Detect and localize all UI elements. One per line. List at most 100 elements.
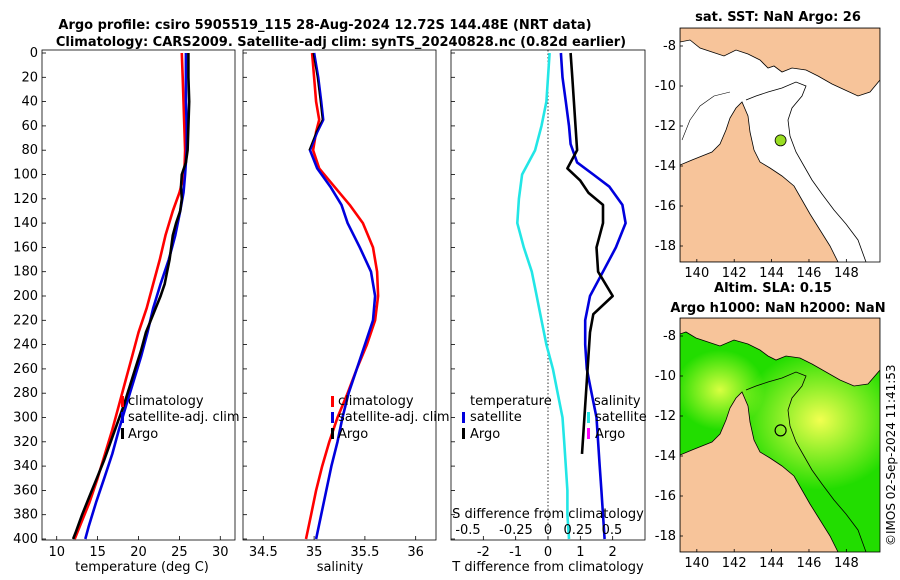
temperature-axis-label: temperature (deg C) — [75, 560, 209, 575]
lon-tick-label: 144 — [759, 266, 784, 281]
lat-tick-label: -14 — [655, 449, 676, 464]
lon-tick-label: 148 — [834, 266, 859, 281]
y-tick-label: 160 — [13, 240, 38, 255]
legend-title-salinity: salinity — [594, 394, 641, 409]
y-tick-label: 220 — [13, 313, 38, 328]
legend-label-argo: Argo — [338, 427, 368, 442]
sla-map-panel: Altim. SLA: 0.15 Argo h1000: NaN h2000: … — [655, 281, 886, 571]
y-tick-label: 200 — [13, 289, 38, 304]
y-tick-label: 280 — [13, 386, 38, 401]
x-tick-label: 0 — [544, 545, 552, 560]
sst-map-lon-axis: 140 142 144 146 148 — [684, 259, 859, 281]
x-tick-label: 15 — [89, 545, 106, 560]
y-tick-label: 240 — [13, 338, 38, 353]
legend-label-argo: Argo — [128, 427, 158, 442]
x-tick-label: 30 — [212, 545, 229, 560]
x-tick-label: -1 — [509, 545, 522, 560]
reef-contour — [745, 81, 867, 262]
legend-label-satellite: satellite-adj. clim — [128, 410, 240, 425]
sla-map-title: Altim. SLA: 0.15 — [714, 281, 832, 296]
y-tick-label: 0 — [30, 46, 38, 61]
sst-map-lat-axis: -8 -10 -12 -14 -16 -18 — [655, 39, 683, 254]
series-line-argo — [71, 53, 191, 540]
salinity-legend: climatology satellite-adj. clim Argo — [331, 394, 450, 442]
series-line-argo — [308, 52, 323, 151]
salinity-x-axis: 34.5 35 35.5 36 — [249, 536, 424, 560]
temperature-legend: climatology satellite-adj. clim Argo — [121, 394, 240, 442]
lat-tick-label: -14 — [655, 159, 676, 174]
legend-swatch-satellite — [331, 412, 334, 423]
x-tick-label: 25 — [171, 545, 188, 560]
y-tick-label: 320 — [13, 435, 38, 450]
legend-swatch-climatology — [121, 396, 124, 407]
lat-tick-label: -10 — [655, 369, 676, 384]
y-tick-label: 40 — [21, 95, 38, 110]
legend-label-satellite: satellite-adj. clim — [338, 410, 450, 425]
salinity-difference-axis-label: S difference from climatology — [452, 507, 644, 522]
y-tick-label: 180 — [13, 265, 38, 280]
y-tick-label: 400 — [13, 532, 38, 547]
legend-label-climatology: climatology — [338, 394, 414, 409]
series-line-t-satellite — [515, 52, 571, 540]
legend-swatch-s-argo — [587, 428, 590, 439]
land-new-guinea — [680, 318, 880, 387]
legend-title-temperature: temperature — [470, 394, 552, 409]
y-tick-label: 20 — [21, 70, 38, 85]
x-tick-label: 35 — [306, 545, 323, 560]
salinity-difference-ticks: -0.5 -0.25 0 0.25 0.5 — [455, 523, 622, 538]
lon-tick-label: 144 — [759, 556, 784, 571]
sla-map-subtitle: Argo h1000: NaN h2000: NaN — [670, 301, 885, 316]
legend-label-climatology: climatology — [128, 394, 204, 409]
lon-tick-label: 146 — [797, 556, 822, 571]
series-line-s-argo — [566, 52, 615, 454]
lon-tick-label: 148 — [834, 556, 859, 571]
temperature-difference-axis-label: T difference from climatology — [451, 560, 644, 575]
figure-title-line2: Climatology: CARS2009. Satellite-adj cli… — [56, 35, 626, 50]
lon-tick-label: 146 — [797, 266, 822, 281]
legend-swatch-s-satellite — [587, 412, 590, 423]
argo-float-marker — [774, 134, 787, 147]
argo-float-marker — [774, 424, 787, 437]
y-tick-label: 60 — [21, 119, 38, 134]
lat-tick-label: -12 — [655, 409, 676, 424]
y-tick-label: 340 — [13, 459, 38, 474]
sst-map-title: sat. SST: NaN Argo: 26 — [695, 10, 861, 25]
lat-tick-label: -16 — [655, 199, 676, 214]
x-tick-label: 20 — [130, 545, 147, 560]
s-diff-tick-label: -0.25 — [499, 523, 533, 538]
imos-credit: ©IMOS 02-Sep-2024 11:41:53 — [884, 364, 898, 546]
x-tick-label: 1 — [576, 545, 584, 560]
salinity-panel: 34.5 35 35.5 36 climatology satellite-adj. … — [242, 49, 450, 575]
s-diff-tick-label: 0 — [544, 523, 552, 538]
legend-swatch-t-satellite — [462, 412, 465, 423]
figure-title-line1: Argo profile: csiro 5905519_115 28-Aug-2… — [58, 18, 591, 33]
legend-swatch-argo — [121, 428, 124, 439]
land-cape-york — [680, 101, 839, 262]
legend-label-t-argo: Argo — [470, 427, 500, 442]
sla-high-anomaly — [740, 350, 880, 490]
salinity-axis-label: salinity — [317, 560, 364, 575]
y-tick-label: 120 — [13, 192, 38, 207]
y-tick-label: 380 — [13, 508, 38, 523]
sla-anomaly-west — [680, 350, 765, 430]
lat-tick-label: -12 — [655, 119, 676, 134]
shelf-contour — [681, 91, 731, 141]
x-tick-label: 34.5 — [249, 545, 278, 560]
legend-swatch-argo — [331, 428, 334, 439]
sla-map-lat-axis: -8 -10 -12 -14 -16 -18 — [655, 329, 683, 544]
legend-swatch-climatology — [331, 396, 334, 407]
lat-tick-label: -18 — [655, 529, 676, 544]
y-tick-label: 100 — [13, 168, 38, 183]
reef-contour — [745, 371, 867, 552]
lat-tick-label: -16 — [655, 489, 676, 504]
x-tick-label: 35.5 — [350, 545, 379, 560]
sst-map-frame — [679, 27, 881, 263]
sst-map-panel: sat. SST: NaN Argo: 26 140 142 144 146 148 -… — [655, 10, 881, 281]
temperature-x-axis: 10 15 20 25 30 — [48, 536, 229, 560]
s-diff-tick-label: 0.25 — [564, 523, 593, 538]
temperature-panel: 0 20 40 60 80 100 120 140 160 180 200 220 240 260 280 3… — [13, 46, 239, 575]
lon-tick-label: 142 — [722, 556, 747, 571]
y-tick-label: 80 — [21, 143, 38, 158]
lat-tick-label: -18 — [655, 239, 676, 254]
sla-map-lon-axis: 140 142 144 146 148 — [684, 549, 859, 571]
